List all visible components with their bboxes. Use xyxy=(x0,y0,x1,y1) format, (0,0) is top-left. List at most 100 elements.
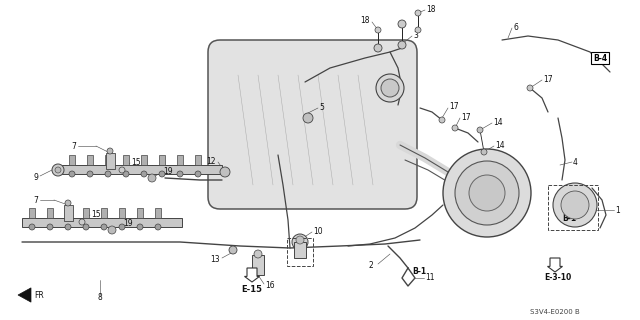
Circle shape xyxy=(79,219,85,225)
Circle shape xyxy=(439,117,445,123)
Bar xyxy=(106,153,115,169)
Circle shape xyxy=(65,200,71,206)
Text: 17: 17 xyxy=(543,75,552,84)
Text: 11: 11 xyxy=(425,274,435,283)
Bar xyxy=(62,165,222,174)
Text: 14: 14 xyxy=(495,140,504,149)
Text: 17: 17 xyxy=(461,113,470,122)
Text: 15: 15 xyxy=(131,157,141,166)
Text: 4: 4 xyxy=(573,157,578,166)
Bar xyxy=(294,242,306,258)
Circle shape xyxy=(481,149,487,155)
Circle shape xyxy=(455,161,519,225)
Text: 16: 16 xyxy=(265,281,275,290)
Circle shape xyxy=(553,183,597,227)
Circle shape xyxy=(415,10,421,16)
Text: 5: 5 xyxy=(319,102,324,111)
Text: B-1: B-1 xyxy=(412,268,426,276)
Bar xyxy=(177,155,183,165)
Text: 18: 18 xyxy=(426,4,435,13)
Text: 15: 15 xyxy=(91,210,100,219)
Circle shape xyxy=(105,171,111,177)
Text: 18: 18 xyxy=(360,15,370,25)
Bar xyxy=(159,155,165,165)
Circle shape xyxy=(108,226,116,234)
Circle shape xyxy=(47,224,53,230)
Text: 2: 2 xyxy=(368,260,373,269)
Text: 19: 19 xyxy=(163,166,173,175)
Circle shape xyxy=(119,167,125,173)
Circle shape xyxy=(303,113,313,123)
Bar xyxy=(29,208,35,218)
Polygon shape xyxy=(547,258,563,272)
Bar xyxy=(47,208,53,218)
Bar xyxy=(83,208,89,218)
Circle shape xyxy=(159,171,165,177)
Circle shape xyxy=(381,79,399,97)
Bar xyxy=(64,205,73,221)
Bar xyxy=(87,155,93,165)
Bar xyxy=(287,238,313,266)
Text: 13: 13 xyxy=(211,254,220,263)
Text: 10: 10 xyxy=(313,227,323,236)
Bar xyxy=(548,185,598,230)
Circle shape xyxy=(527,85,533,91)
Circle shape xyxy=(65,224,71,230)
Circle shape xyxy=(477,127,483,133)
Text: 17: 17 xyxy=(449,101,459,110)
Circle shape xyxy=(374,44,382,52)
Circle shape xyxy=(415,27,421,33)
Circle shape xyxy=(55,167,61,173)
Text: 8: 8 xyxy=(98,293,102,302)
Circle shape xyxy=(195,171,201,177)
Bar xyxy=(101,208,107,218)
Bar xyxy=(65,208,71,218)
Circle shape xyxy=(141,171,147,177)
Text: 19: 19 xyxy=(123,219,132,228)
FancyBboxPatch shape xyxy=(208,40,417,209)
Text: B-1: B-1 xyxy=(562,213,576,222)
Text: 7: 7 xyxy=(33,196,38,204)
Circle shape xyxy=(375,27,381,33)
Circle shape xyxy=(469,175,505,211)
Circle shape xyxy=(83,224,89,230)
Text: 3: 3 xyxy=(413,30,418,39)
Bar xyxy=(155,208,161,218)
Circle shape xyxy=(155,224,161,230)
Circle shape xyxy=(229,246,237,254)
Text: 6: 6 xyxy=(513,22,518,31)
Bar xyxy=(137,208,143,218)
Bar xyxy=(119,208,125,218)
Text: B-4: B-4 xyxy=(593,53,607,62)
Polygon shape xyxy=(244,268,259,282)
Circle shape xyxy=(119,224,125,230)
Circle shape xyxy=(148,174,156,182)
Text: 7: 7 xyxy=(71,141,76,150)
Text: 14: 14 xyxy=(493,117,502,126)
Circle shape xyxy=(87,171,93,177)
Circle shape xyxy=(296,236,304,244)
Circle shape xyxy=(398,20,406,28)
Circle shape xyxy=(137,224,143,230)
Bar xyxy=(22,218,182,227)
Circle shape xyxy=(398,41,406,49)
Circle shape xyxy=(123,171,129,177)
Text: S3V4-E0200 B: S3V4-E0200 B xyxy=(530,309,580,315)
Circle shape xyxy=(452,125,458,131)
Circle shape xyxy=(107,148,113,154)
Text: 1: 1 xyxy=(615,205,620,214)
Circle shape xyxy=(177,171,183,177)
Circle shape xyxy=(376,74,404,102)
Circle shape xyxy=(292,234,308,250)
Bar xyxy=(195,155,201,165)
Bar xyxy=(69,155,75,165)
Text: 12: 12 xyxy=(207,156,216,165)
Circle shape xyxy=(52,164,64,176)
Text: FR: FR xyxy=(34,291,44,300)
Circle shape xyxy=(254,250,262,258)
Bar xyxy=(141,155,147,165)
Bar xyxy=(252,255,264,275)
Circle shape xyxy=(101,224,107,230)
Text: 9: 9 xyxy=(33,172,38,181)
Text: E-15: E-15 xyxy=(241,285,262,294)
